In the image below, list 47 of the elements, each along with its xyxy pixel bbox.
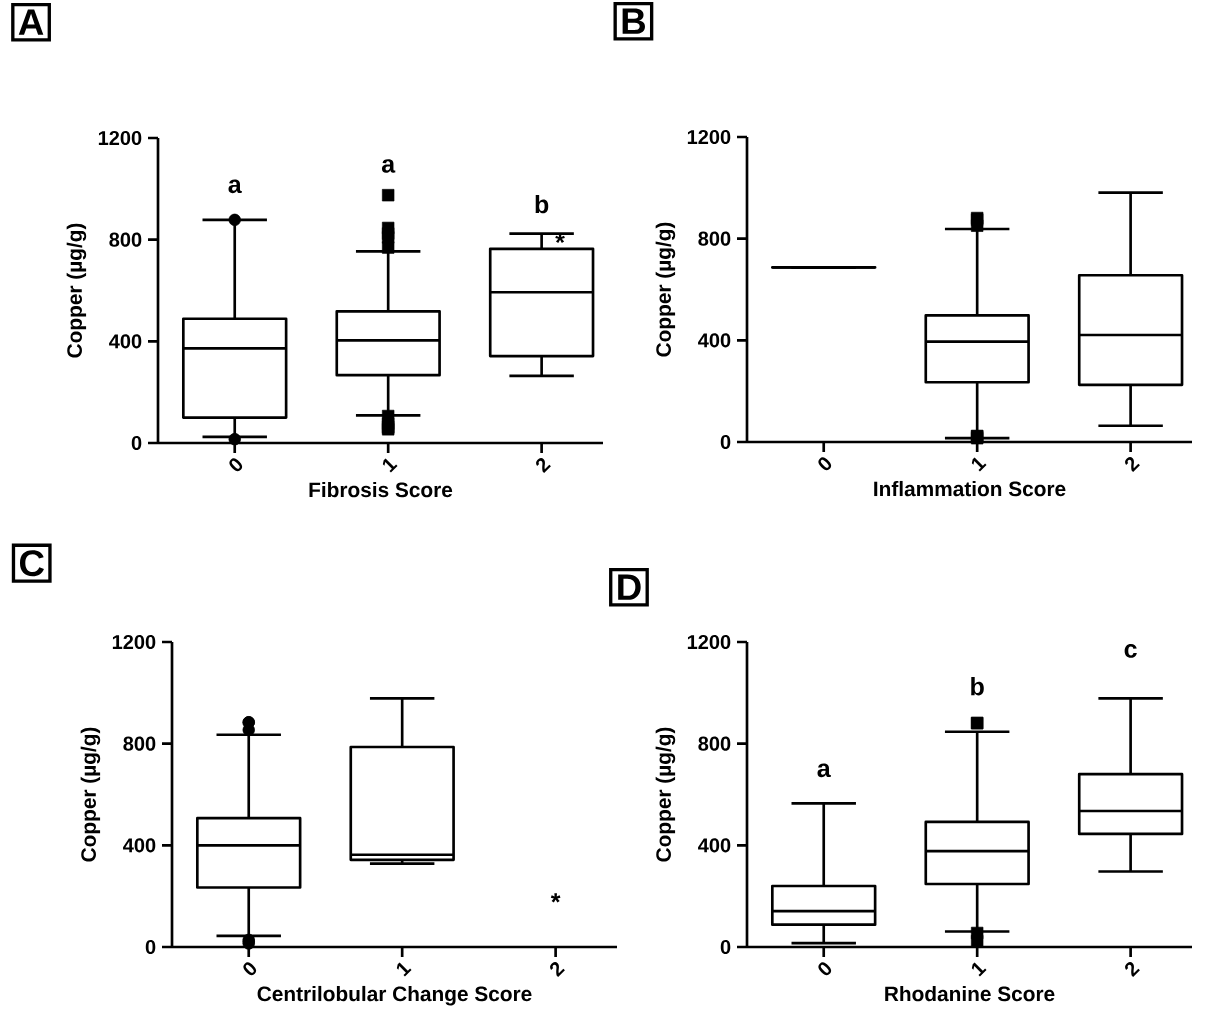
chart-title: D: [618, 574, 641, 600]
y-axis-title: Copper (µg/g): [655, 222, 676, 357]
y-tick-label: 400: [109, 334, 142, 349]
y-axis-title: Copper (µg/g): [80, 727, 101, 862]
x-axis-title: Inflammation Score: [874, 480, 1066, 497]
x-tick-label: 0: [229, 458, 243, 472]
x-tick-label: 1: [971, 457, 987, 472]
y-tick-label: 400: [698, 838, 731, 853]
x-tick-label: 1: [971, 962, 987, 977]
y-tick-label: 0: [131, 435, 142, 451]
y-tick-label: 1200: [112, 634, 156, 650]
x-axis-title: Centrilobular Change Score: [257, 985, 532, 1006]
y-tick-label: 400: [698, 333, 731, 348]
chart-title: B: [622, 8, 645, 34]
chart-title: C: [19, 550, 44, 577]
annotation: b: [535, 194, 549, 214]
x-tick-label: 2: [550, 962, 565, 978]
annotation: a: [817, 763, 831, 778]
x-tick-label: 2: [1125, 962, 1140, 978]
y-tick-label: 800: [698, 231, 731, 246]
annotation: b: [971, 677, 984, 696]
annotation: a: [381, 159, 396, 173]
y-tick-label: 400: [123, 838, 156, 853]
x-tick-label: 1: [382, 458, 398, 473]
x-axis-title: Rhodanine Score: [885, 985, 1055, 1002]
y-tick-label: 0: [720, 434, 731, 450]
annotation: c: [1124, 644, 1137, 658]
x-tick-label: 0: [818, 457, 832, 471]
x-tick-label: 0: [818, 962, 832, 976]
annotation: a: [228, 179, 242, 194]
x-axis-title: Fibrosis Score: [309, 481, 453, 498]
x-tick-label: 2: [536, 458, 551, 474]
y-axis-title: Copper (µg/g): [655, 727, 676, 862]
annotation: *: [550, 893, 561, 903]
x-tick-label: 2: [1125, 457, 1140, 473]
y-tick-label: 1200: [687, 129, 731, 145]
x-tick-label: 1: [396, 962, 412, 977]
y-tick-label: 0: [720, 939, 731, 955]
y-tick-label: 0: [145, 939, 156, 955]
y-tick-label: 1200: [687, 634, 731, 650]
y-tick-label: 1200: [98, 130, 142, 146]
y-axis-title: Copper (µg/g): [66, 223, 87, 358]
y-tick-label: 800: [109, 232, 142, 247]
y-tick-label: 800: [698, 736, 731, 751]
x-tick-label: 0: [243, 962, 257, 976]
chart-title: A: [18, 9, 44, 35]
y-tick-label: 800: [123, 736, 156, 751]
